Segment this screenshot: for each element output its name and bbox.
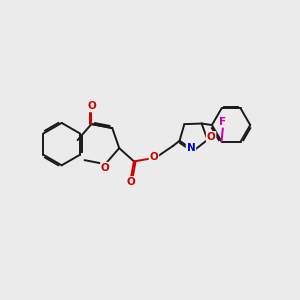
Text: O: O: [101, 163, 110, 173]
Text: O: O: [150, 152, 158, 162]
Text: F: F: [219, 117, 226, 127]
Text: N: N: [187, 142, 195, 152]
Text: O: O: [127, 177, 135, 187]
Text: O: O: [87, 101, 96, 111]
Text: O: O: [207, 132, 215, 142]
